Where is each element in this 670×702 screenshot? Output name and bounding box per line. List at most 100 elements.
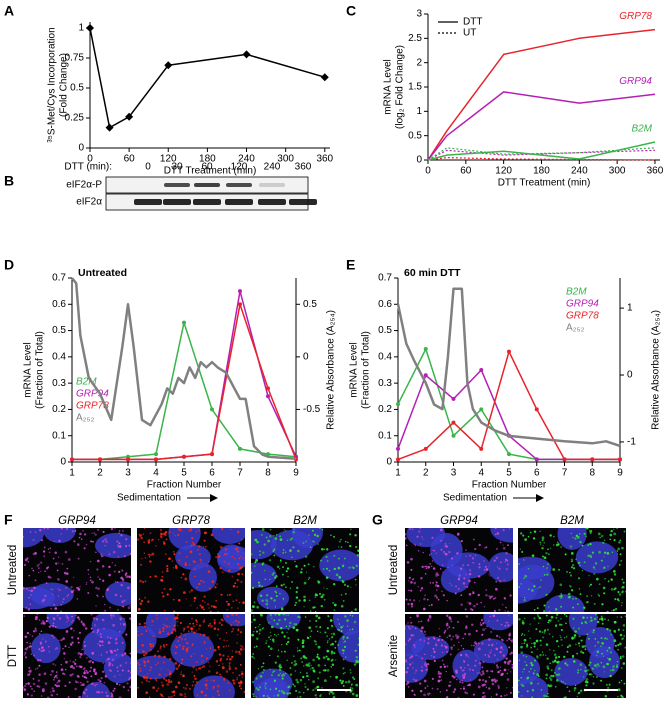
speckle (158, 631, 162, 634)
data-point (423, 346, 428, 351)
speckle (174, 662, 178, 665)
speckle (545, 695, 548, 698)
speckle (130, 671, 131, 674)
speckle (309, 635, 312, 638)
speckle (440, 548, 443, 551)
speckle (449, 680, 452, 684)
speckle (524, 617, 526, 619)
speckle (435, 589, 438, 591)
speckle (255, 645, 258, 648)
speckle (483, 691, 486, 694)
speckle (546, 573, 549, 576)
speckle (443, 545, 446, 547)
speckle (509, 652, 512, 655)
speckle (42, 621, 46, 625)
speckle (478, 678, 481, 682)
speckle (159, 535, 163, 538)
speckle (579, 663, 583, 666)
speckle (500, 623, 503, 626)
speckle (272, 640, 275, 643)
speckle (161, 571, 164, 573)
speckle (259, 594, 263, 598)
speckle (303, 595, 306, 599)
speckle (63, 571, 67, 575)
speckle (69, 673, 73, 677)
speckle (332, 696, 336, 698)
speckle (430, 654, 433, 657)
speckle (54, 551, 57, 555)
speckle (319, 694, 322, 697)
speckle (357, 549, 359, 553)
speckle (617, 628, 620, 631)
speckle (125, 538, 128, 541)
speckle (238, 685, 241, 688)
panel-letter: B (4, 173, 14, 189)
speckle (446, 622, 449, 625)
speckle (621, 604, 623, 607)
speckle (25, 607, 28, 609)
speckle (69, 642, 73, 646)
speckle (259, 686, 261, 689)
speckle (282, 614, 285, 616)
speckle (24, 558, 28, 562)
speckle (103, 628, 105, 630)
speckle (231, 555, 233, 558)
speckle (176, 614, 179, 616)
speckle (501, 639, 504, 642)
x-tick-label: 2 (97, 468, 103, 479)
speckle (289, 587, 292, 589)
speckle (176, 620, 179, 623)
speckle (543, 609, 546, 612)
speckle (273, 670, 276, 673)
speckle (355, 659, 359, 663)
speckle (462, 564, 465, 567)
speckle (219, 545, 223, 549)
data-point (534, 407, 539, 412)
speckle (334, 640, 337, 643)
speckle (25, 683, 28, 685)
y2-tick-label: -1 (627, 437, 636, 448)
speckle (34, 627, 37, 630)
nucleus (518, 676, 549, 698)
speckle (220, 528, 224, 531)
data-point (507, 452, 511, 457)
speckle (72, 666, 76, 670)
speckle (621, 578, 624, 581)
speckle (573, 687, 577, 690)
speckle (333, 603, 337, 607)
speckle (470, 644, 473, 647)
speckle (315, 643, 317, 646)
speckle (174, 535, 176, 537)
speckle (478, 543, 481, 547)
speckle (356, 554, 359, 557)
speckle (332, 582, 336, 586)
speckle (595, 654, 598, 657)
speckle (236, 642, 238, 644)
speckle (600, 534, 604, 538)
speckle (62, 598, 65, 600)
speckle (23, 653, 26, 656)
speckle (620, 616, 623, 618)
speckle (543, 573, 546, 576)
speckle (282, 691, 286, 695)
speckle (129, 652, 131, 655)
speckle (23, 535, 25, 538)
speckle (569, 571, 571, 574)
speckle (423, 630, 426, 633)
speckle (408, 580, 410, 582)
data-point (242, 50, 251, 59)
speckle (308, 626, 312, 630)
speckle (173, 628, 177, 631)
speckle (593, 602, 596, 605)
speckle (124, 574, 127, 576)
speckle (603, 592, 606, 595)
speckle (239, 680, 243, 683)
speckle (77, 637, 80, 640)
speckle (261, 563, 264, 566)
speckle (213, 649, 217, 652)
lane-label: 60 (201, 162, 213, 173)
speckle (180, 638, 184, 641)
speckle (139, 602, 142, 605)
speckle (455, 636, 459, 640)
speckle (274, 590, 277, 593)
